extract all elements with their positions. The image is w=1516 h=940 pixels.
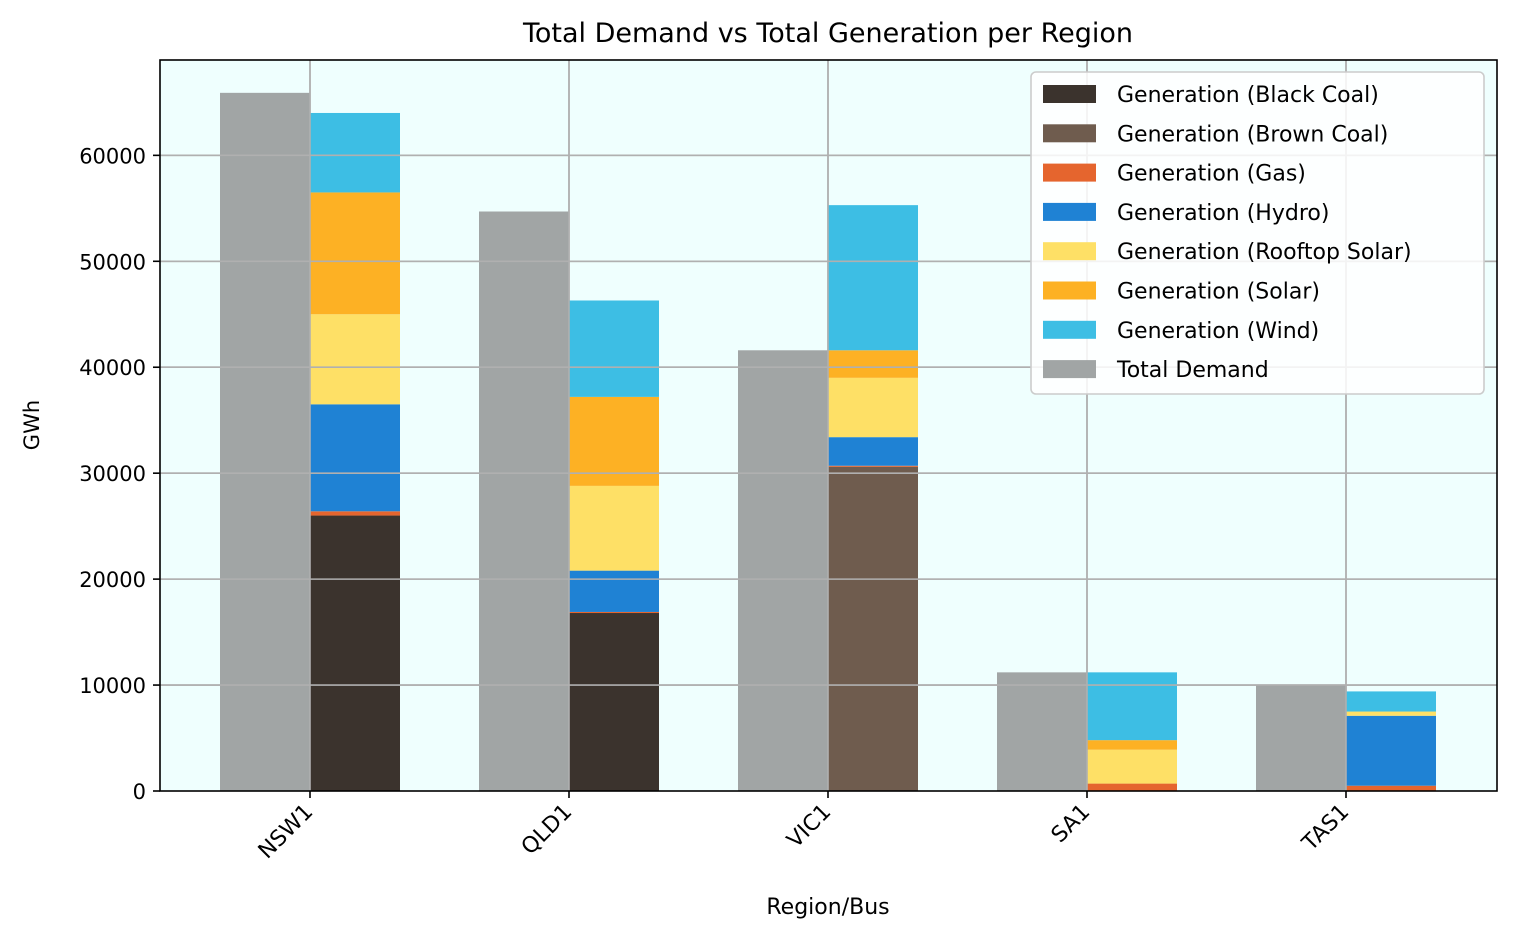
generation-bar-segment bbox=[569, 485, 659, 571]
y-axis: 0 10000 20000 30000 40000 50000 60000 bbox=[79, 144, 160, 804]
legend-swatch bbox=[1043, 242, 1096, 261]
y-tick-label: 30000 bbox=[79, 462, 146, 486]
generation-bar-segment bbox=[569, 611, 659, 614]
x-tick-label: VIC1 bbox=[783, 800, 837, 854]
x-axis-label: Region/Bus bbox=[766, 895, 889, 920]
generation-bar-segment bbox=[1346, 711, 1436, 716]
generation-bar-segment bbox=[310, 314, 400, 405]
legend-swatch bbox=[1043, 360, 1096, 379]
generation-bar-segment bbox=[310, 404, 400, 512]
generation-bar-segment bbox=[828, 377, 918, 438]
demand-bar bbox=[1256, 685, 1346, 791]
generation-bar-segment bbox=[310, 192, 400, 315]
generation-bar-segment bbox=[1087, 740, 1177, 750]
demand-bar bbox=[997, 672, 1087, 791]
generation-bar-segment bbox=[310, 511, 400, 516]
generation-bar-segment bbox=[310, 112, 400, 193]
legend-swatch bbox=[1043, 124, 1096, 143]
generation-bar-segment bbox=[310, 515, 400, 791]
x-tick-label: SA1 bbox=[1047, 800, 1095, 848]
legend-label: Generation (Black Coal) bbox=[1117, 83, 1379, 108]
legend-label: Generation (Solar) bbox=[1117, 280, 1320, 305]
generation-bar-segment bbox=[569, 613, 659, 791]
generation-bar-segment bbox=[828, 205, 918, 351]
y-tick-label: 10000 bbox=[79, 674, 146, 698]
generation-bar-segment bbox=[1087, 672, 1177, 741]
y-tick-label: 20000 bbox=[79, 568, 146, 592]
y-tick-label: 60000 bbox=[79, 144, 146, 168]
generation-bar-segment bbox=[1346, 691, 1436, 712]
generation-bar-segment bbox=[569, 300, 659, 397]
legend-label: Generation (Rooftop Solar) bbox=[1117, 240, 1412, 265]
legend-swatch bbox=[1043, 163, 1096, 182]
generation-bar-segment bbox=[1346, 785, 1436, 791]
generation-bar-segment bbox=[569, 396, 659, 486]
chart-title: Total Demand vs Total Generation per Reg… bbox=[522, 18, 1133, 49]
demand-bar bbox=[479, 211, 569, 792]
x-tick-label: TAS1 bbox=[1297, 800, 1354, 857]
x-tick-label: NSW1 bbox=[254, 800, 318, 864]
legend-swatch bbox=[1043, 85, 1096, 103]
y-axis-label: GWh bbox=[20, 400, 44, 450]
generation-bar-segment bbox=[828, 350, 918, 378]
y-tick-label: 50000 bbox=[79, 250, 146, 274]
x-axis: NSW1 QLD1 VIC1 SA1 TAS1 bbox=[254, 791, 1354, 864]
legend-label: Generation (Brown Coal) bbox=[1117, 122, 1388, 147]
y-tick-label: 40000 bbox=[79, 356, 146, 380]
legend: Generation (Black Coal) Generation (Brown… bbox=[1030, 71, 1485, 395]
legend-swatch bbox=[1043, 202, 1096, 221]
legend-box bbox=[1030, 71, 1485, 395]
legend-label: Generation (Hydro) bbox=[1117, 201, 1329, 226]
y-tick-label: 0 bbox=[133, 780, 146, 804]
legend-label: Total Demand bbox=[1116, 358, 1269, 383]
bars bbox=[160, 60, 1497, 792]
generation-bar-segment bbox=[828, 465, 918, 467]
demand-bar bbox=[738, 350, 828, 791]
generation-bar-segment bbox=[1087, 749, 1177, 784]
generation-bar-segment bbox=[569, 570, 659, 612]
legend-swatch bbox=[1043, 320, 1096, 339]
generation-bar-segment bbox=[828, 437, 918, 466]
legend-label: Generation (Wind) bbox=[1117, 319, 1319, 344]
generation-bar-segment bbox=[1087, 783, 1177, 791]
generation-bar-segment bbox=[828, 466, 918, 791]
x-tick-label: QLD1 bbox=[517, 800, 577, 860]
generation-bar-segment bbox=[1346, 715, 1436, 786]
legend-label: Generation (Gas) bbox=[1117, 162, 1306, 187]
demand-bar bbox=[220, 92, 310, 791]
legend-swatch bbox=[1043, 281, 1096, 300]
